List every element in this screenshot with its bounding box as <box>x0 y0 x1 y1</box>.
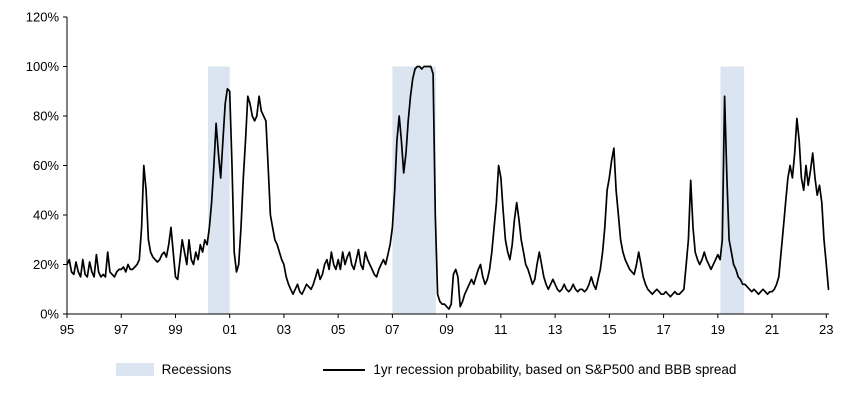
probability-line-swatch <box>323 368 366 371</box>
y-tick-label: 20% <box>33 257 59 272</box>
x-tick-label: 13 <box>548 322 562 337</box>
x-tick-label: 07 <box>385 322 399 337</box>
recession-band <box>392 66 436 314</box>
x-tick-label: 23 <box>819 322 833 337</box>
x-tick-label: 17 <box>656 322 670 337</box>
y-tick-label: 40% <box>33 208 59 223</box>
chart-area: 0% 20% 40% 60% 80% 100% 120% 95 97 99 01 03 05 07 09 11… <box>26 10 834 338</box>
x-tick-label: 97 <box>114 322 128 337</box>
y-tick-label: 0% <box>40 307 59 322</box>
legend: Recessions 1yr recession probability, ba… <box>0 362 852 377</box>
y-tick-label: 80% <box>33 109 59 124</box>
y-tick-label: 120% <box>26 10 60 25</box>
x-tick-label: 99 <box>168 322 182 337</box>
chart-canvas: 0% 20% 40% 60% 80% 100% 120% 95 97 99 01 03 05 07 09 11… <box>26 10 834 338</box>
legend-label-recessions: Recessions <box>161 362 232 377</box>
recession-band-swatch <box>115 363 154 376</box>
legend-label-probability: 1yr recession probability, based on S&P5… <box>373 362 737 377</box>
legend-item-recessions: Recessions <box>115 362 232 377</box>
x-tick-label: 21 <box>765 322 779 337</box>
legend-item-probability: 1yr recession probability, based on S&P5… <box>323 362 736 377</box>
x-tick-label: 05 <box>331 322 345 337</box>
probability-line <box>66 65 830 310</box>
x-tick-label: 09 <box>439 322 453 337</box>
recession-band <box>720 66 745 314</box>
y-tick-label: 60% <box>33 158 59 173</box>
x-tick-label: 11 <box>494 322 508 337</box>
recession-band <box>208 66 230 314</box>
x-tick-label: 19 <box>711 322 725 337</box>
x-tick-label: 15 <box>602 322 616 337</box>
x-tick-label: 95 <box>60 322 74 337</box>
x-tick-label: 01 <box>222 322 236 337</box>
x-tick-label: 03 <box>277 322 291 337</box>
y-tick-label: 100% <box>26 59 60 74</box>
